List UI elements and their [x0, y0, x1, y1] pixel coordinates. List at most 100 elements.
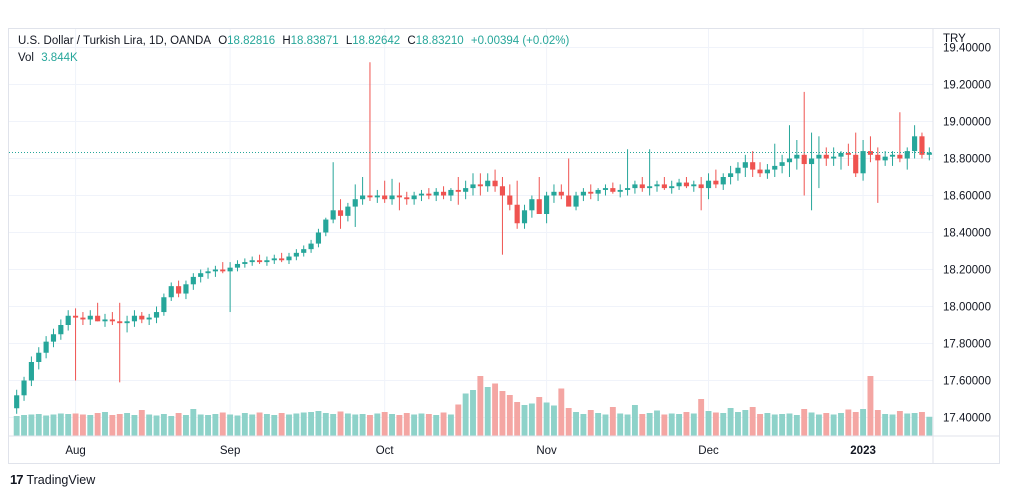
- volume-label[interactable]: Vol: [18, 52, 34, 64]
- volume-bar: [87, 415, 94, 436]
- price-axis[interactable]: 19.40000 19.20000 19.00000 18.80000 18.60000…: [943, 43, 991, 425]
- volume-bar: [609, 407, 616, 436]
- volume-bar: [28, 414, 35, 436]
- volume-bar: [771, 414, 778, 436]
- volume-bar: [911, 413, 918, 436]
- candle-body: [728, 173, 734, 177]
- candle-body: [43, 341, 49, 353]
- volume-bars: [13, 376, 933, 436]
- candle-body: [124, 321, 130, 324]
- volume-bar: [241, 413, 248, 436]
- volume-bar: [168, 416, 175, 436]
- volume-bar: [786, 413, 793, 436]
- volume-bar: [43, 415, 50, 436]
- close-value: C18.83210: [407, 35, 463, 47]
- volume-bar: [57, 413, 64, 436]
- chart-frame[interactable]: 19.40000 19.20000 19.00000 18.80000 18.60000…: [8, 28, 1000, 464]
- volume-bar: [852, 412, 859, 436]
- volume-bar: [65, 414, 72, 436]
- volume-bar: [690, 413, 697, 436]
- candlestick-chart[interactable]: 19.40000 19.20000 19.00000 18.80000 18.60000…: [9, 29, 999, 463]
- candle-body: [926, 152, 932, 155]
- candle-body: [65, 315, 71, 325]
- volume-bar: [646, 413, 653, 436]
- candle-body: [168, 286, 174, 298]
- volume-bar: [683, 412, 690, 436]
- candle-body: [256, 260, 263, 263]
- candle-body: [117, 321, 123, 324]
- candle-body: [477, 184, 483, 187]
- candle-body: [521, 210, 528, 224]
- candle-body: [904, 151, 910, 159]
- candle-body: [875, 154, 881, 161]
- volume-bar: [21, 415, 27, 436]
- volume-bar: [779, 414, 786, 436]
- tradingview-brand[interactable]: 17 TradingView: [10, 472, 95, 487]
- candle-body: [190, 276, 196, 285]
- candle-body: [411, 195, 417, 200]
- time-tick-label: Oct: [376, 445, 395, 457]
- volume-bar: [440, 412, 447, 436]
- candle-body: [183, 284, 189, 294]
- low-label: L: [345, 35, 353, 47]
- candle-body: [831, 156, 837, 159]
- candle-body: [632, 184, 638, 189]
- candle-body: [720, 177, 726, 185]
- volume-bar: [882, 414, 889, 436]
- candle-body: [264, 260, 270, 263]
- candle-body: [860, 151, 866, 174]
- candle-body: [360, 195, 366, 200]
- candle-body: [823, 154, 829, 159]
- candle-body: [713, 180, 719, 185]
- volume-bar: [263, 414, 270, 436]
- volume-bar: [617, 413, 624, 436]
- volume-bar: [227, 414, 234, 436]
- candle-body: [750, 162, 756, 170]
- candle-body: [897, 154, 903, 159]
- candle-body: [764, 169, 770, 174]
- volume-bar: [764, 413, 771, 436]
- price-tick-label: 17.40000: [943, 413, 991, 425]
- candle-body: [220, 269, 226, 272]
- candle-body: [337, 210, 344, 216]
- volume-bar: [801, 409, 808, 436]
- close-number: 18.83210: [415, 35, 464, 47]
- candle-body: [153, 312, 160, 318]
- volume-bar: [35, 414, 42, 436]
- volume-bar: [815, 414, 822, 436]
- volume-bar: [205, 415, 211, 436]
- candle-body: [838, 152, 844, 157]
- volume-bar: [904, 413, 911, 436]
- volume-bar: [124, 413, 131, 436]
- axis-currency-label[interactable]: TRY: [943, 33, 966, 45]
- candle-body: [470, 184, 476, 189]
- candle-body: [109, 319, 115, 322]
- ohlc-legend: U.S. Dollar / Turkish Lira, 1D, OANDA O1…: [18, 35, 573, 47]
- volume-bar: [197, 414, 204, 436]
- volume-bar: [72, 413, 79, 436]
- candle-body: [352, 199, 358, 207]
- time-tick-label: Nov: [536, 445, 557, 457]
- candle-body: [279, 258, 285, 261]
- price-tick-label: 18.80000: [943, 154, 991, 166]
- volume-bar: [558, 388, 565, 436]
- volume-bar: [337, 411, 344, 436]
- time-axis[interactable]: AugSepOctNovDec2023Feb: [65, 445, 999, 457]
- volume-bar: [926, 416, 933, 436]
- time-tick-label: Sep: [220, 445, 240, 457]
- candle-body: [624, 188, 631, 190]
- candle-body: [146, 317, 152, 320]
- volume-bar: [735, 412, 741, 436]
- candle-body: [580, 191, 586, 196]
- grid-lines: [9, 29, 933, 436]
- volume-bar: [528, 403, 535, 436]
- candle-body: [661, 184, 667, 189]
- volume-bar: [521, 405, 528, 436]
- symbol-title[interactable]: U.S. Dollar / Turkish Lira, 1D, OANDA: [18, 35, 211, 47]
- volume-bar: [146, 414, 153, 436]
- candle-body: [389, 195, 395, 200]
- volume-bar: [352, 414, 359, 436]
- candle-body: [374, 195, 380, 198]
- volume-value: 3.844K: [41, 52, 78, 64]
- volume-bar: [367, 415, 373, 436]
